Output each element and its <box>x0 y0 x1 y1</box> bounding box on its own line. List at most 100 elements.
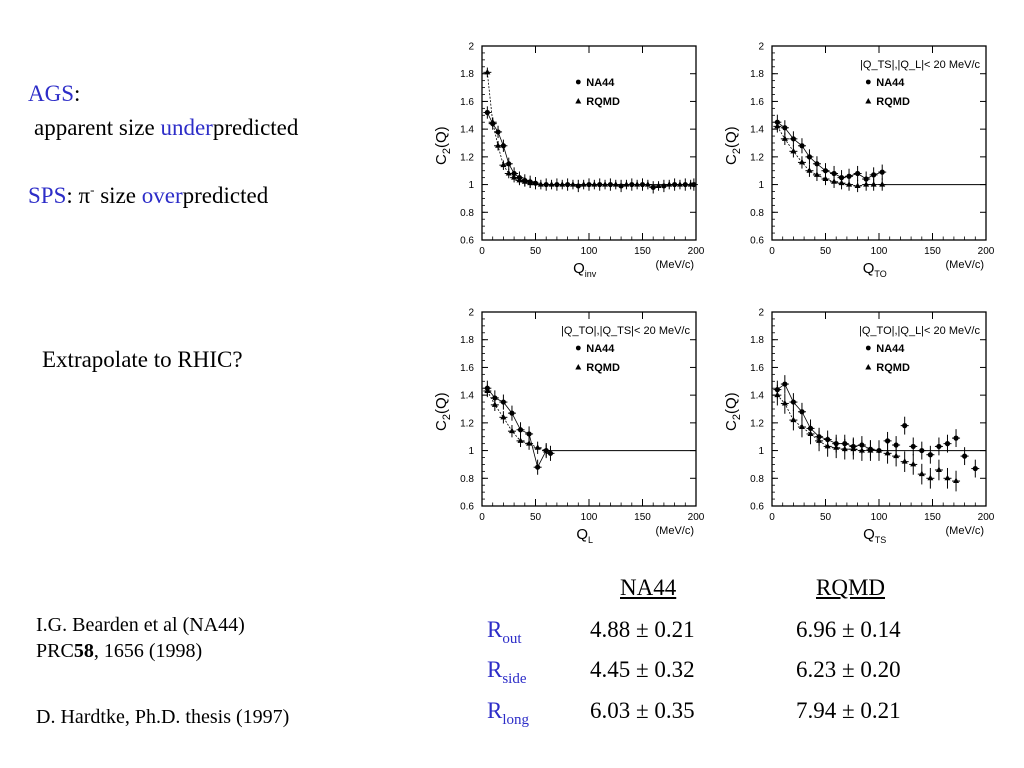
x-tick-label: 50 <box>530 246 542 257</box>
data-point <box>484 109 490 116</box>
row-label: R <box>487 617 503 642</box>
data-point <box>781 399 788 406</box>
y-tick-label: 1 <box>758 180 764 191</box>
data-point <box>526 431 532 437</box>
table-row: Rout <box>487 616 522 647</box>
data-point <box>893 452 900 459</box>
data-point <box>517 427 524 433</box>
x-tick-label: 50 <box>530 512 542 523</box>
data-point <box>901 458 908 464</box>
x-tick-label: 0 <box>769 512 775 523</box>
fit-curve-na44 <box>486 387 551 469</box>
table-row: Rside <box>487 656 527 687</box>
data-point <box>511 174 518 180</box>
y-tick-label: 1.2 <box>750 152 764 163</box>
legend-marker-na44 <box>865 345 871 351</box>
x-tick-label: 0 <box>479 246 485 257</box>
data-point <box>537 181 544 187</box>
legend-marker-rqmd <box>865 364 872 370</box>
data-point <box>580 181 587 187</box>
data-point <box>953 477 960 484</box>
x-tick-label: 0 <box>479 512 485 523</box>
data-point <box>586 181 592 188</box>
x-tick-label: 200 <box>978 512 995 523</box>
data-point <box>902 423 908 429</box>
ags-colon: : <box>74 81 81 106</box>
x-tick-label: 200 <box>688 512 705 523</box>
ref1-line1: I.G. Bearden et al (NA44) <box>36 614 245 636</box>
data-point <box>505 169 512 176</box>
data-point <box>790 399 796 405</box>
data-point <box>554 181 560 188</box>
plot-frame <box>771 45 987 241</box>
plot-frame <box>481 45 697 241</box>
legend-label-na44: NA44 <box>876 77 905 89</box>
data-point <box>629 181 635 188</box>
data-point <box>682 181 688 188</box>
y-axis-label-sub: 2 <box>731 414 743 420</box>
x-axis-label-sub: inv <box>585 269 597 279</box>
x-tick-label: 150 <box>634 246 651 257</box>
x-axis-unit: (MeV/c) <box>656 259 695 271</box>
data-point <box>484 68 491 75</box>
data-point <box>491 401 498 407</box>
y-axis-label-rest: (Q) <box>433 392 450 414</box>
y-axis-label-main: C <box>433 154 450 165</box>
x-tick-label: 150 <box>634 512 651 523</box>
y-tick-label: 1.8 <box>460 335 474 346</box>
ags-line-post: predicted <box>212 115 299 140</box>
y-tick-label: 0.6 <box>460 236 474 247</box>
sps-over: over <box>141 183 183 208</box>
data-point <box>910 443 916 450</box>
series-rqmd <box>773 384 961 492</box>
data-point <box>484 387 491 393</box>
y-tick-label: 1 <box>468 446 474 457</box>
data-point <box>972 465 978 472</box>
data-point <box>618 183 624 189</box>
sps-size: size <box>94 183 142 208</box>
y-axis-label-rest: (Q) <box>723 126 740 148</box>
data-point <box>935 466 942 472</box>
data-point <box>547 450 554 456</box>
y-tick-label: 0.8 <box>750 474 764 485</box>
data-point <box>597 181 603 188</box>
y-tick-label: 2 <box>758 42 764 53</box>
legend-marker-rqmd <box>575 98 582 104</box>
data-point <box>575 183 581 189</box>
legend-label-rqmd: RQMD <box>876 96 910 108</box>
x-axis-label-sub: L <box>588 535 593 545</box>
data-point <box>833 444 840 450</box>
cut-annotation: |Q_TS|,|Q_L|< 20 MeV/c <box>860 59 980 71</box>
x-tick-label: 100 <box>581 512 598 523</box>
chart-qto: 0.60.811.21.41.61.820 50 100 150 200C2(Q)QTO… <box>723 42 995 280</box>
y-axis-label-rest: (Q) <box>723 392 740 414</box>
reference-bearden: I.G. Bearden et al (NA44) PRC58, 1656 (1… <box>36 612 245 664</box>
ags-statement: apparent size underpredicted <box>34 114 298 142</box>
ags-label: AGS <box>28 81 75 106</box>
chart-qts: 0.60.811.21.41.61.820 50 100 150 200C2(Q)QTS… <box>723 308 995 546</box>
y-tick-label: 1.6 <box>750 97 764 108</box>
y-axis-label-sub: 2 <box>441 148 453 154</box>
legend-label-rqmd: RQMD <box>876 362 910 374</box>
row-label: R <box>487 698 503 723</box>
table-cell-rqmd: 7.94 ± 0.21 <box>796 698 901 723</box>
table-cell-na44: 6.03 ± 0.35 <box>590 698 695 723</box>
x-axis-label-sub: TO <box>874 269 886 279</box>
ags-line-pre: apparent size <box>34 115 161 140</box>
data-point <box>661 183 667 189</box>
data-point <box>687 181 694 187</box>
data-point <box>644 181 651 187</box>
data-point <box>591 181 598 187</box>
x-tick-label: 200 <box>978 246 995 257</box>
data-point <box>492 395 498 401</box>
y-tick-label: 1.2 <box>750 418 764 429</box>
data-point <box>884 449 891 456</box>
data-point <box>927 452 933 458</box>
x-axis-label: QTO <box>863 260 887 279</box>
data-point <box>517 437 524 443</box>
y-tick-label: 1.4 <box>750 391 764 402</box>
series-na44 <box>483 380 555 475</box>
data-point <box>855 170 861 177</box>
data-point <box>521 178 528 184</box>
data-point <box>655 182 662 188</box>
